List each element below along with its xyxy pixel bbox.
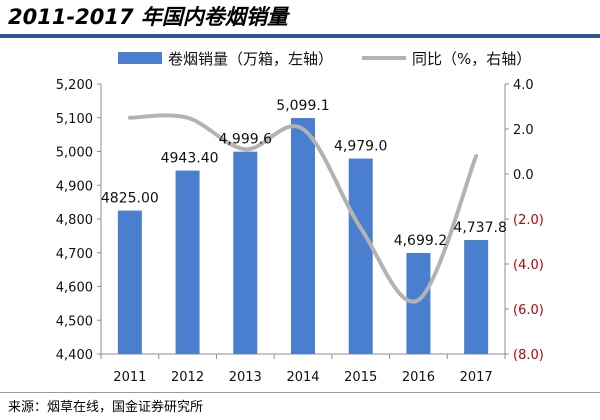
bar-data-label: 5,099.1 — [276, 98, 329, 114]
source-note: 来源：烟草在线，国金证券研究所 — [8, 400, 204, 415]
chart-title: 2011-2017 年国内卷烟销量 — [8, 5, 288, 29]
x-tick-label: 2017 — [460, 370, 493, 385]
x-tick-label: 2016 — [402, 370, 435, 385]
left-tick-label: 4,500 — [56, 314, 93, 329]
bar-data-label: 4,999.6 — [219, 132, 273, 148]
left-tick-label: 5,000 — [56, 146, 93, 161]
x-tick-label: 2015 — [344, 370, 377, 385]
left-tick-label: 5,200 — [56, 78, 93, 93]
yoy-line — [127, 113, 479, 304]
right-tick-label: (8.0) — [513, 348, 544, 363]
left-tick-label: 4,400 — [56, 348, 93, 363]
bar-data-label: 4825.00 — [101, 191, 159, 207]
right-tick-label: 4.0 — [513, 78, 534, 93]
bar — [464, 239, 489, 354]
right-tick-label: (2.0) — [513, 213, 544, 228]
left-tick-label: 4,600 — [56, 281, 93, 296]
x-tick-label: 2012 — [171, 370, 204, 385]
bar — [291, 118, 315, 355]
x-tick-label: 2013 — [229, 370, 262, 385]
bar — [175, 170, 200, 354]
left-tick-label: 4,900 — [56, 179, 93, 194]
bar-data-label: 4,699.2 — [394, 233, 447, 249]
bar — [348, 158, 373, 354]
left-tick-label: 5,100 — [56, 112, 93, 127]
bar-data-label: 4,979.0 — [334, 139, 387, 155]
left-tick-label: 4,800 — [56, 213, 93, 228]
footer-divider — [0, 392, 600, 393]
x-tick-label: 2011 — [113, 370, 146, 385]
bar — [406, 253, 431, 354]
right-tick-label: 2.0 — [513, 123, 534, 138]
title-divider — [0, 34, 600, 38]
x-tick-label: 2014 — [286, 370, 319, 385]
right-tick-label: (6.0) — [513, 303, 544, 318]
legend-line-label: 同比（%，右轴） — [412, 50, 531, 68]
legend-bar-swatch — [118, 52, 162, 64]
left-tick-label: 4,700 — [56, 247, 93, 262]
right-tick-label: (4.0) — [513, 258, 544, 273]
bar-data-label: 4943.40 — [161, 151, 219, 167]
legend-bar-label: 卷烟销量（万箱，左轴） — [168, 50, 333, 68]
bar — [117, 210, 142, 354]
bar — [233, 151, 258, 354]
bar-data-label: 4,737.8 — [453, 220, 506, 236]
right-tick-label: 0.0 — [513, 168, 534, 183]
